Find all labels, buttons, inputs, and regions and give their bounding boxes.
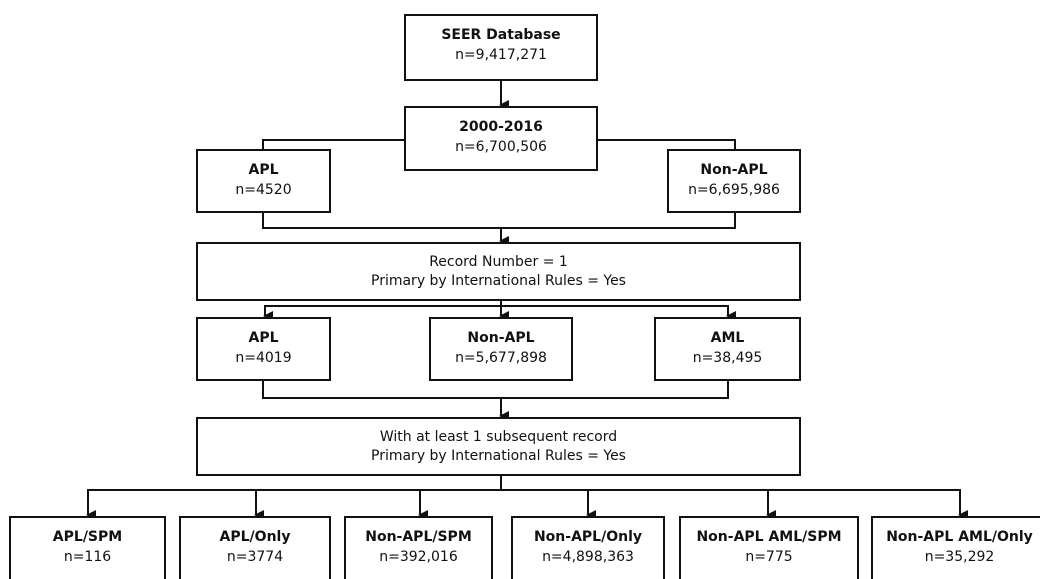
box-title: APL/SPM [53,529,122,545]
boxes: SEER Database n=9,417,271 2000-2016 n=6,700… [9,14,1040,579]
box-count: n=9,417,271 [455,47,547,63]
box-count: n=4,898,363 [542,549,634,565]
box-line: Record Number = 1 [429,254,568,270]
box-title: APL/Only [220,529,291,545]
box [179,516,331,579]
box-count: n=392,016 [379,549,458,565]
box-count: n=3774 [227,549,283,565]
box [196,149,331,213]
box-count: n=38,495 [693,350,763,366]
box-title: Non-APL/SPM [365,529,472,545]
box-title: SEER Database [441,27,560,43]
box-count: n=4019 [235,350,291,366]
box [667,149,801,213]
box [404,14,598,81]
box-title: Non-APL AML/SPM [696,529,841,545]
box-title: Non-APL [700,162,767,178]
box-title: 2000-2016 [459,119,543,135]
box [196,317,331,381]
box [679,516,859,579]
box-title: Non-APL AML/Only [886,529,1033,545]
box-line: Primary by International Rules = Yes [371,273,626,289]
box [404,106,598,171]
box-title: APL [248,162,278,178]
box-line: Primary by International Rules = Yes [371,448,626,464]
box-line: With at least 1 subsequent record [380,429,617,445]
box [871,516,1040,579]
box [654,317,801,381]
box-count: n=6,695,986 [688,182,780,198]
box-title: APL [248,330,278,346]
box-title: Non-APL/Only [534,529,642,545]
box-count: n=6,700,506 [455,139,547,155]
box-title: Non-APL [467,330,534,346]
box [196,242,801,301]
box [196,417,801,476]
connectors [86,80,968,520]
box-title: AML [711,330,745,346]
box [344,516,493,579]
box-count: n=4520 [235,182,291,198]
box-count: n=775 [745,549,792,565]
box [429,317,573,381]
box-count: n=35,292 [925,549,995,565]
box-count: n=5,677,898 [455,350,547,366]
box-count: n=116 [64,549,111,565]
box [9,516,166,579]
box [511,516,665,579]
